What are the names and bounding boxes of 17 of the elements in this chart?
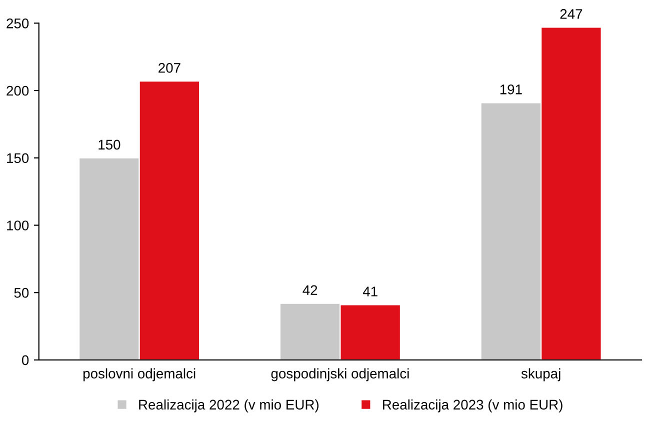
y-tick-label: 50	[14, 288, 29, 298]
data-label: 207	[158, 62, 180, 73]
x-tick-label: gospodinjski odjemalci	[271, 368, 409, 382]
legend-label: Realizacija 2022 (v mio EUR)	[139, 399, 319, 412]
data-label: 247	[560, 9, 582, 19]
data-label: 42	[302, 285, 318, 295]
data-label: 191	[500, 84, 522, 94]
x-tick-label: skupaj	[521, 368, 560, 382]
legend-label: Realizacija 2023 (v mio EUR)	[383, 399, 562, 412]
y-tick-label: 200	[6, 86, 29, 96]
y-tick-label: 250	[6, 18, 29, 28]
y-tick-label: 0	[22, 355, 29, 366]
data-label: 41	[362, 286, 378, 296]
y-tick-label: 150	[7, 153, 29, 164]
y-tick-label: 100	[7, 220, 29, 230]
data-label: 150	[98, 140, 120, 150]
x-tick-label: poslovni odjemalci	[83, 368, 196, 382]
